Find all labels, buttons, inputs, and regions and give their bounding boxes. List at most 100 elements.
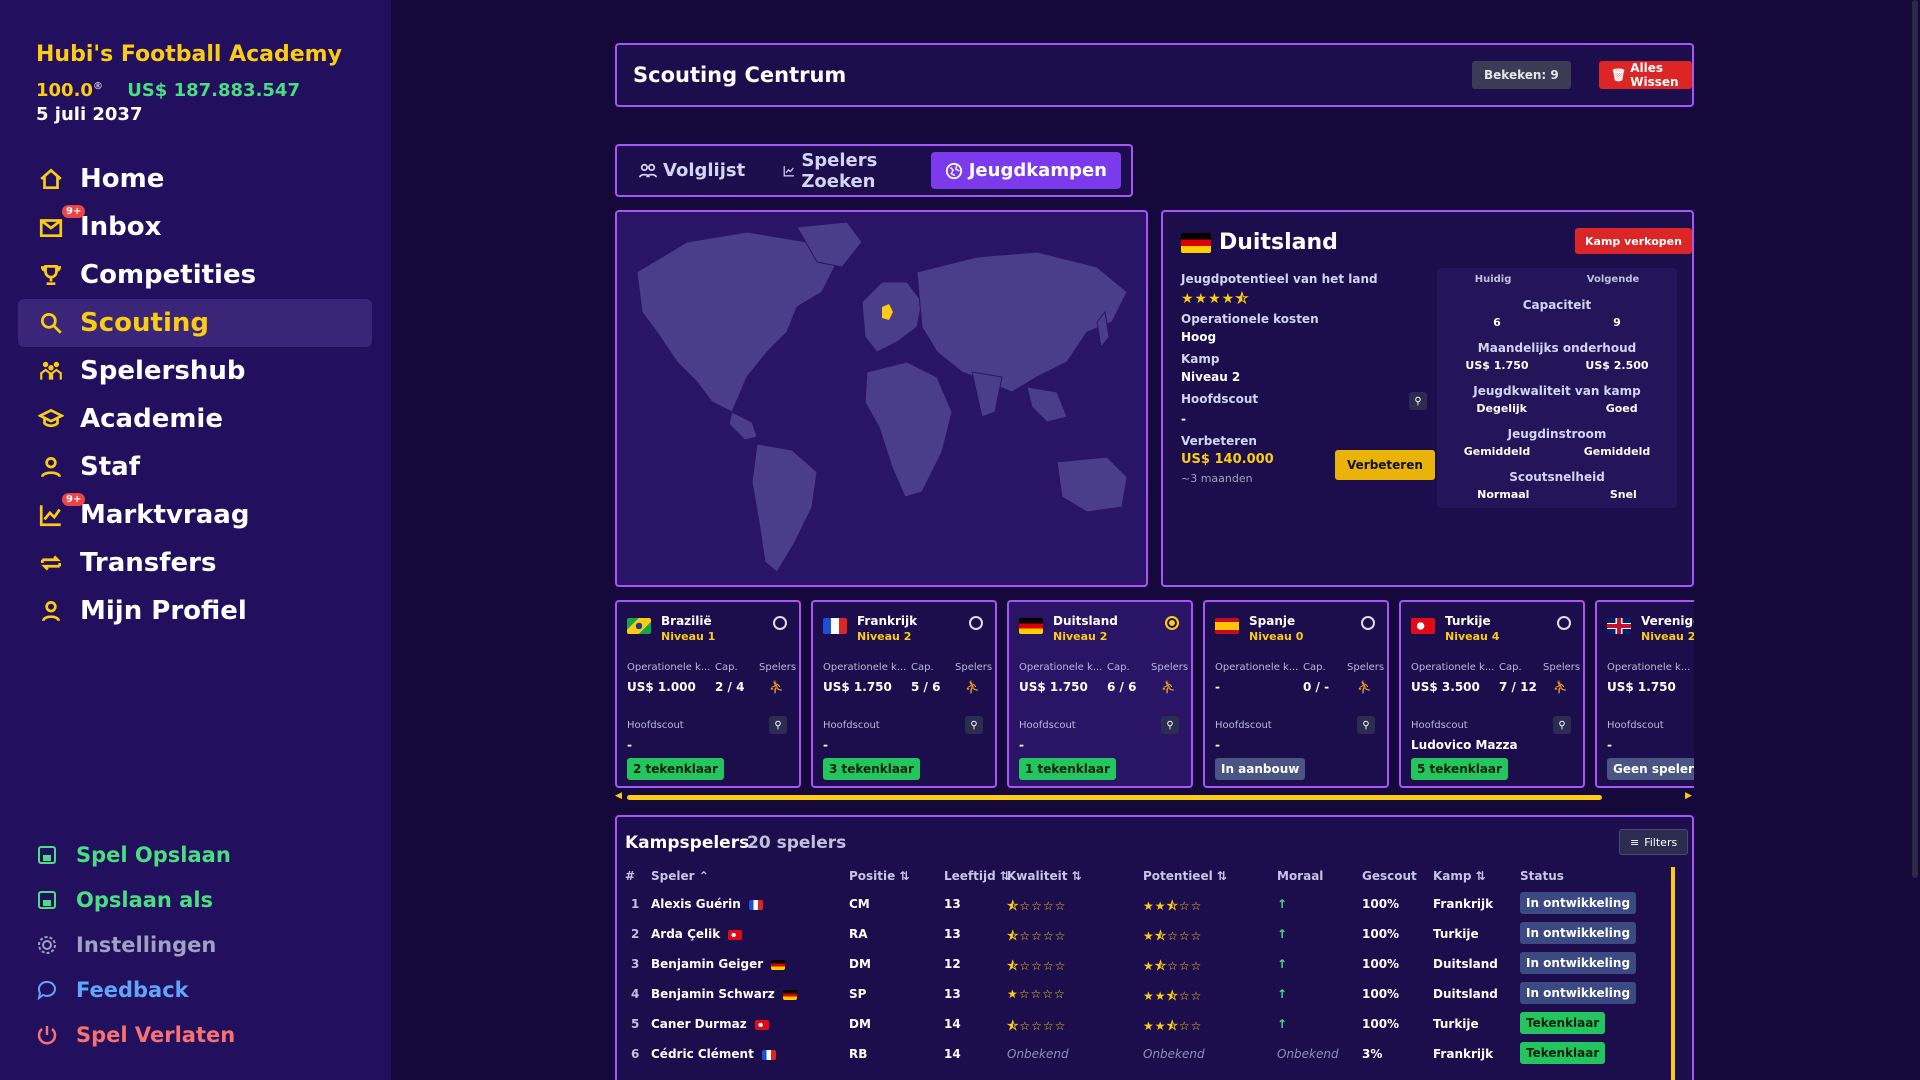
sidebar-item-home[interactable]: Home — [18, 155, 372, 203]
camp-card-name: Frankrijk — [857, 614, 918, 628]
sidebar-item-staf[interactable]: Staf — [18, 443, 372, 491]
tab-jeugdkampen[interactable]: Jeugdkampen — [930, 152, 1121, 189]
players-icon[interactable]: ⛹ — [965, 680, 980, 694]
sidebar-item-marktvraag[interactable]: Marktvraag 9+ — [18, 491, 372, 539]
row-number: 2 — [631, 927, 640, 941]
cap-label: Cap. — [1107, 662, 1130, 673]
cards-scroll-thumb[interactable] — [627, 795, 1602, 800]
sell-camp-button[interactable]: Kamp verkopen — [1575, 228, 1692, 254]
assign-scout-icon[interactable]: ⚲ — [769, 716, 787, 734]
cards-scrollbar[interactable]: ◀ ▶ — [615, 791, 1694, 801]
column-header[interactable]: Potentieel ⇅ — [1143, 869, 1227, 883]
page-scrollbar[interactable] — [1912, 0, 1918, 878]
table-count: 20 spelers — [747, 833, 847, 853]
bottom-item-feedback[interactable]: Feedback — [36, 967, 235, 1012]
improve-button[interactable]: Verbeteren — [1335, 450, 1435, 480]
column-header[interactable]: Status — [1520, 869, 1564, 883]
improve-label: Verbeteren — [1181, 434, 1257, 448]
assign-scout-icon[interactable]: ⚲ — [965, 716, 983, 734]
age: 13 — [944, 927, 961, 941]
player-name-cell[interactable]: Arda Çelik — [651, 927, 750, 941]
clear-all-button[interactable]: 🗑 Alles Wissen — [1599, 61, 1692, 89]
camp-select-radio[interactable] — [969, 616, 983, 630]
camp-card-turkije[interactable]: Turkije Niveau 4 Operationele k... Cap. … — [1399, 600, 1585, 788]
camp-status-badge: 5 tekenklaar — [1411, 758, 1508, 780]
assign-scout-icon[interactable]: ⚲ — [1409, 392, 1427, 410]
sidebar-item-competities[interactable]: Competities — [18, 251, 372, 299]
camp-card-brazilië[interactable]: Brazilië Niveau 1 Operationele k... Cap.… — [615, 600, 801, 788]
tab-volglijst-label: Volglijst — [663, 160, 746, 181]
players-icon[interactable]: ⛹ — [1553, 680, 1568, 694]
camp-card-spanje[interactable]: Spanje Niveau 0 Operationele k... Cap. S… — [1203, 600, 1389, 788]
seen-counter-button[interactable]: Bekeken: 9 — [1472, 61, 1571, 89]
scroll-left-icon[interactable]: ◀ — [615, 791, 622, 801]
camp-select-radio[interactable] — [1361, 616, 1375, 630]
bottom-item-instellingen[interactable]: Instellingen — [36, 922, 235, 967]
camp-card-duitsland[interactable]: Duitsland Niveau 2 Operationele k... Cap… — [1007, 600, 1193, 788]
player-flag-icon — [771, 959, 786, 970]
sidebar-item-academie[interactable]: Academie — [18, 395, 372, 443]
table-row[interactable]: 6 Cédric Clément RB 14 Onbekend Onbekend… — [617, 1039, 1677, 1069]
column-header[interactable]: Speler ⌃ — [651, 869, 709, 883]
staff-icon — [36, 452, 66, 482]
morale-indicator: ↑ — [1277, 957, 1288, 971]
column-header[interactable]: Kamp ⇅ — [1433, 869, 1486, 883]
column-header[interactable]: Leeftijd ⇅ — [944, 869, 1010, 883]
camp-card-name: Turkije — [1445, 614, 1491, 628]
quality-stars: ⯪☆☆☆☆ — [1007, 1019, 1067, 1033]
sidebar-item-spelershub[interactable]: Spelershub — [18, 347, 372, 395]
assign-scout-icon[interactable]: ⚲ — [1357, 716, 1375, 734]
age: 13 — [944, 987, 961, 1001]
table-row[interactable]: 2 Arda Çelik RA 13 ⯪☆☆☆☆ ★⯪☆☆☆ ↑ 100% Tu… — [617, 919, 1677, 949]
chart-icon — [36, 500, 66, 530]
players-label: Spelers — [1347, 662, 1385, 673]
cap-label: Cap. — [911, 662, 934, 673]
table-scrollbar[interactable] — [1671, 867, 1675, 1080]
filters-button[interactable]: ≡ Filters — [1619, 829, 1689, 855]
camp-card-name: Spanje — [1249, 614, 1296, 628]
potential-stars: ★★⯪☆☆ — [1143, 899, 1203, 913]
camp-select-radio[interactable] — [773, 616, 787, 630]
players-icon[interactable]: ⛹ — [1161, 680, 1176, 694]
feedback-icon — [37, 980, 56, 1000]
op-cost-value: US$ 1.750 — [823, 680, 892, 694]
scroll-right-icon[interactable]: ▶ — [1685, 791, 1692, 801]
player-name-cell[interactable]: Cédric Clément — [651, 1047, 784, 1061]
camp-select-radio[interactable] — [1165, 616, 1179, 630]
position: RB — [849, 1047, 868, 1061]
chart-line-icon — [783, 165, 795, 176]
camp-select-radio[interactable] — [1557, 616, 1571, 630]
bottom-item-spel-verlaten[interactable]: Spel Verlaten — [36, 1012, 235, 1057]
camp-card-frankrijk[interactable]: Frankrijk Niveau 2 Operationele k... Cap… — [811, 600, 997, 788]
bottom-item-spel-opslaan[interactable]: Spel Opslaan — [36, 832, 235, 877]
table-row[interactable]: 4 Benjamin Schwarz SP 13 ★☆☆☆☆ ★★⯪☆☆ ↑ 1… — [617, 979, 1677, 1009]
column-header[interactable]: Positie ⇅ — [849, 869, 910, 883]
sidebar-item-inbox[interactable]: Inbox 9+ — [18, 203, 372, 251]
sidebar-item-mijn-profiel[interactable]: Mijn Profiel — [18, 587, 372, 635]
table-row[interactable]: 3 Benjamin Geiger DM 12 ⯪☆☆☆☆ ★⯪☆☆☆ ↑ 10… — [617, 949, 1677, 979]
quality-stars: ⯪☆☆☆☆ — [1007, 929, 1067, 943]
player-name-cell[interactable]: Alexis Guérin — [651, 897, 771, 911]
cmp-current-value: Gemiddeld — [1463, 445, 1531, 458]
players-icon[interactable]: ⛹ — [769, 680, 784, 694]
table-row[interactable]: 1 Alexis Guérin CM 13 ⯪☆☆☆☆ ★★⯪☆☆ ↑ 100%… — [617, 889, 1677, 919]
bottom-item-opslaan-als[interactable]: Opslaan als — [36, 877, 235, 922]
players-icon[interactable]: ⛹ — [1357, 680, 1372, 694]
assign-scout-icon[interactable]: ⚲ — [1161, 716, 1179, 734]
row-number: 6 — [631, 1047, 640, 1061]
bottom-item-label: Opslaan als — [76, 887, 214, 912]
assign-scout-icon[interactable]: ⚲ — [1553, 716, 1571, 734]
row-number: 4 — [631, 987, 640, 1001]
sidebar-item-scouting[interactable]: Scouting — [18, 299, 372, 347]
table-row[interactable]: 5 Caner Durmaz DM 14 ⯪☆☆☆☆ ★★⯪☆☆ ↑ 100% … — [617, 1009, 1677, 1039]
world-map[interactable] — [615, 210, 1148, 587]
tab-volglijst[interactable]: Volglijst — [625, 152, 759, 189]
player-name-cell[interactable]: Caner Durmaz — [651, 1017, 777, 1031]
column-header[interactable]: Kwaliteit ⇅ — [1007, 869, 1082, 883]
camp-card-verenigd[interactable]: Verenigd Niveau 2 Operationele k... Cap.… — [1595, 600, 1694, 788]
sidebar-item-transfers[interactable]: Transfers — [18, 539, 372, 587]
cmp-current-value: Degelijk — [1476, 402, 1527, 415]
tab-spelers-zoeken[interactable]: Spelers Zoeken — [769, 150, 921, 192]
player-name-cell[interactable]: Benjamin Schwarz — [651, 987, 805, 1001]
player-name-cell[interactable]: Benjamin Geiger — [651, 957, 793, 971]
